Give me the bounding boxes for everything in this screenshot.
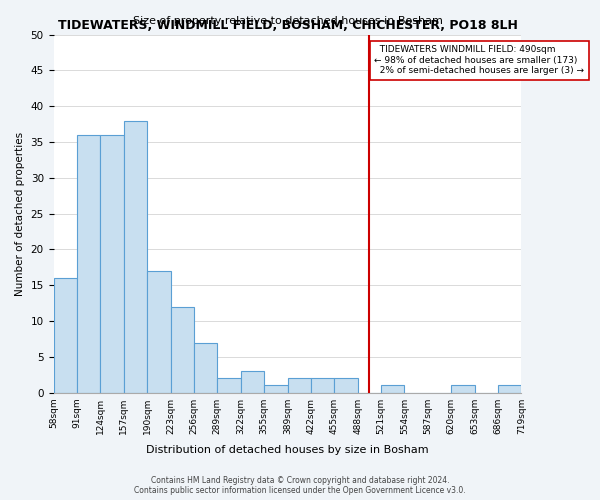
Bar bbox=[311, 378, 334, 392]
Bar bbox=[124, 120, 147, 392]
Text: Contains HM Land Registry data © Crown copyright and database right 2024.
Contai: Contains HM Land Registry data © Crown c… bbox=[134, 476, 466, 495]
X-axis label: Distribution of detached houses by size in Bosham: Distribution of detached houses by size … bbox=[146, 445, 429, 455]
Bar bbox=[498, 386, 521, 392]
Title: TIDEWATERS, WINDMILL FIELD, BOSHAM, CHICHESTER, PO18 8LH: TIDEWATERS, WINDMILL FIELD, BOSHAM, CHIC… bbox=[58, 19, 517, 32]
Bar bbox=[77, 135, 100, 392]
Bar bbox=[194, 342, 217, 392]
Bar bbox=[241, 371, 264, 392]
Text: Size of property relative to detached houses in Bosham: Size of property relative to detached ho… bbox=[133, 16, 442, 26]
Bar bbox=[287, 378, 311, 392]
Y-axis label: Number of detached properties: Number of detached properties bbox=[15, 132, 25, 296]
Bar bbox=[334, 378, 358, 392]
Bar bbox=[53, 278, 77, 392]
Bar bbox=[147, 271, 170, 392]
Bar bbox=[217, 378, 241, 392]
Text: TIDEWATERS WINDMILL FIELD: 490sqm
← 98% of detached houses are smaller (173)
  2: TIDEWATERS WINDMILL FIELD: 490sqm ← 98% … bbox=[374, 46, 584, 75]
Bar bbox=[381, 386, 404, 392]
Bar bbox=[170, 306, 194, 392]
Bar bbox=[451, 386, 475, 392]
Bar bbox=[264, 386, 287, 392]
Bar bbox=[100, 135, 124, 392]
